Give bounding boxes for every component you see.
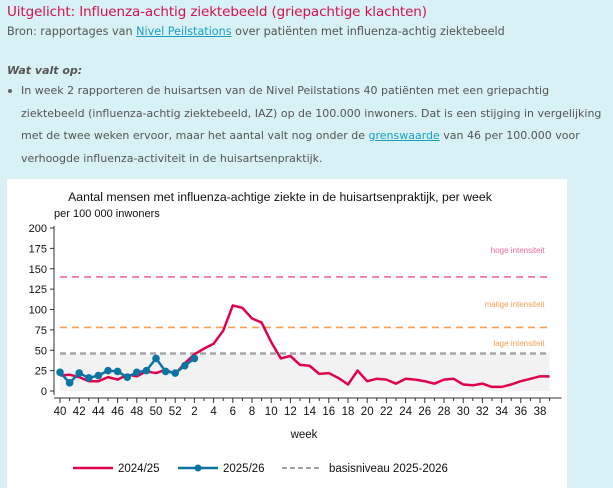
x-tick-label: 20 xyxy=(361,406,374,418)
page-title: Uitgelicht: Influenza-achtig ziektebeeld… xyxy=(7,4,427,20)
source-line: Bron: rapportages van Nivel Peilstations… xyxy=(7,25,505,38)
legend-marker-2025 xyxy=(194,464,202,472)
bullet-text-1: In week 2 rapporteren de huisartsen van … xyxy=(21,84,602,142)
data-point-2025-26 xyxy=(123,373,131,381)
chart-card: Aantal mensen met influenza-achtige ziek… xyxy=(7,179,567,488)
legend-label-2025: 2025/26 xyxy=(223,463,265,475)
y-tick-label: 50 xyxy=(35,345,47,357)
legend-label-baseline: basisniveau 2025-2026 xyxy=(329,463,448,475)
x-axis-label: week xyxy=(290,429,318,441)
x-tick-label: 12 xyxy=(284,406,297,418)
data-point-2025-26 xyxy=(190,354,199,363)
y-tick-label: 125 xyxy=(29,284,47,296)
data-point-2025-26 xyxy=(85,374,93,382)
data-point-2025-26 xyxy=(133,368,141,377)
x-tick-label: 2 xyxy=(191,406,197,418)
data-point-2025-26 xyxy=(181,361,189,370)
notes-list: In week 2 rapporteren de huisartsen van … xyxy=(7,80,607,170)
x-tick-label: 26 xyxy=(418,406,431,418)
x-tick-label: 44 xyxy=(92,406,105,418)
x-tick-label: 32 xyxy=(476,406,489,418)
y-tick-label: 75 xyxy=(35,325,47,337)
legend: 2024/25 2025/26 basisniveau 2025-2026 xyxy=(73,463,448,475)
data-point-2025-26 xyxy=(171,369,179,377)
notes-bullet: In week 2 rapporteren de huisartsen van … xyxy=(7,80,607,170)
data-point-2025-26 xyxy=(65,379,74,387)
data-point-2025-26 xyxy=(104,366,112,375)
x-tick-label: 36 xyxy=(514,406,527,418)
data-point-2025-26 xyxy=(152,354,160,363)
data-point-2025-26 xyxy=(142,366,151,375)
y-tick-label: 0 xyxy=(41,386,47,398)
data-point-2025-26 xyxy=(75,369,83,377)
x-tick-label: 22 xyxy=(380,406,393,418)
x-tick-label: 28 xyxy=(438,406,451,418)
series-line-2024-25 xyxy=(59,304,550,389)
x-tick-label: 16 xyxy=(322,406,335,418)
x-tick-label: 14 xyxy=(303,406,316,418)
intensity-label-high: hoge intensiteit xyxy=(491,246,546,255)
nivel-peilstations-link[interactable]: Nivel Peilstations xyxy=(136,25,232,38)
x-tick-label: 8 xyxy=(249,406,255,418)
notes-heading: Wat valt op: xyxy=(7,64,83,77)
chart-svg: Aantal mensen met influenza-achtige ziek… xyxy=(29,190,562,475)
y-tick-label: 100 xyxy=(29,305,47,317)
x-tick-label: 38 xyxy=(534,406,547,418)
grenswaarde-link[interactable]: grenswaarde xyxy=(368,129,440,142)
y-axis-label: per 100 000 inwoners xyxy=(54,208,160,220)
y-tick-label: 200 xyxy=(29,223,47,235)
x-tick-label: 52 xyxy=(169,406,182,418)
data-point-2025-26 xyxy=(161,367,170,376)
x-tick-label: 50 xyxy=(150,406,163,418)
bullet-text-2: van 46 per 100.000 voor verhoogde influe… xyxy=(21,129,580,165)
x-tick-label: 40 xyxy=(54,406,67,418)
x-tick-label: 46 xyxy=(111,406,124,418)
intensity-label-low: lage intensiteit xyxy=(493,339,545,348)
x-tick-label: 10 xyxy=(265,406,278,418)
data-point-2025-26 xyxy=(113,367,122,376)
x-tick-label: 4 xyxy=(210,406,217,418)
y-tick-label: 25 xyxy=(35,366,47,378)
x-tick-label: 6 xyxy=(230,406,236,418)
source-prefix: Bron: rapportages van xyxy=(7,25,137,38)
x-tick-label: 42 xyxy=(73,406,86,418)
x-tick-label: 48 xyxy=(130,406,143,418)
x-tick-label: 34 xyxy=(495,406,508,418)
y-tick-label: 150 xyxy=(29,264,47,276)
intensity-label-medium: matige intensiteit xyxy=(485,300,546,309)
y-tick-label: 175 xyxy=(29,243,47,255)
x-tick-label: 30 xyxy=(457,406,470,418)
data-point-2025-26 xyxy=(56,368,64,377)
x-tick-label: 18 xyxy=(342,406,355,418)
data-point-2025-26 xyxy=(94,371,103,380)
chart-title: Aantal mensen met influenza-achtige ziek… xyxy=(68,190,493,204)
source-suffix: over patiënten met influenza-achtig ziek… xyxy=(231,25,505,38)
x-tick-label: 24 xyxy=(399,406,412,418)
legend-label-2024: 2024/25 xyxy=(118,463,160,475)
